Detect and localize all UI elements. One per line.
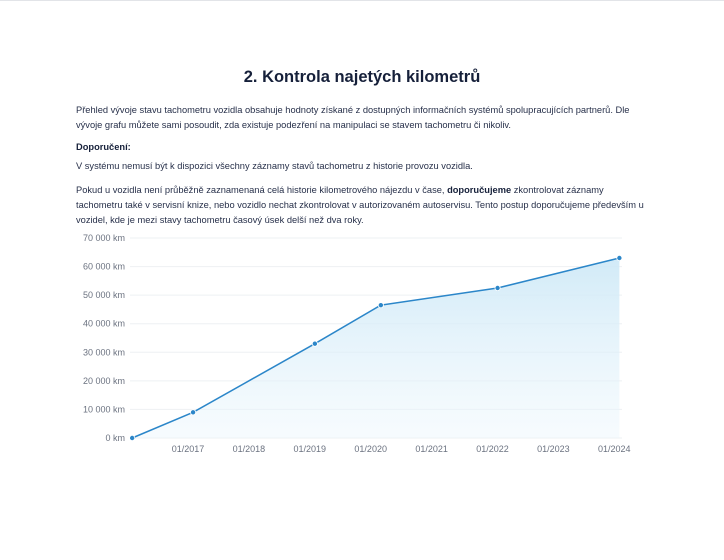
data-point[interactable] [377,302,384,309]
note-2-bold: doporučujeme [447,185,512,195]
x-tick-label: 01/2022 [476,444,509,454]
data-point[interactable] [494,284,501,291]
recommend-heading: Doporučení: [76,140,651,155]
x-tick-label: 01/2020 [354,444,387,454]
note-2-start: Pokud u vozidla není průběžně zaznamenan… [76,185,448,195]
intro-text: Přehled vývoje stavu tachometru vozidla … [76,105,630,130]
y-tick-label: 70 000 km [83,233,125,243]
data-point[interactable] [190,409,197,416]
data-point[interactable] [616,254,623,261]
data-point[interactable] [129,434,136,441]
x-tick-label: 01/2018 [233,444,266,454]
x-tick-label: 01/2019 [294,444,327,454]
y-tick-label: 10 000 km [83,404,125,414]
top-divider [0,0,724,1]
x-tick-label: 01/2017 [172,444,205,454]
y-tick-label: 0 km [105,433,125,443]
note-1: V systému nemusí být k dispozici všechny… [76,161,473,171]
section-title: 2. Kontrola najetých kilometrů [243,68,481,86]
y-tick-label: 40 000 km [83,319,125,329]
y-tick-label: 50 000 km [83,290,125,300]
y-tick-label: 30 000 km [83,347,125,357]
x-tick-label: 01/2021 [415,444,448,454]
series-line [131,257,620,439]
y-tick-label: 60 000 km [83,262,125,272]
y-tick-label: 20 000 km [83,376,125,386]
data-point[interactable] [311,340,318,347]
x-tick-label: 01/2024 [598,444,631,454]
note-2: Pokud u vozidla není průběžně zaznamenan… [76,183,651,228]
recommend-heading-label: Doporučení: [76,142,131,152]
area-fill [132,258,620,438]
x-tick-label: 01/2023 [537,444,570,454]
note-2-end: zkontrolovat záznamy tachometru také v s… [76,185,644,225]
